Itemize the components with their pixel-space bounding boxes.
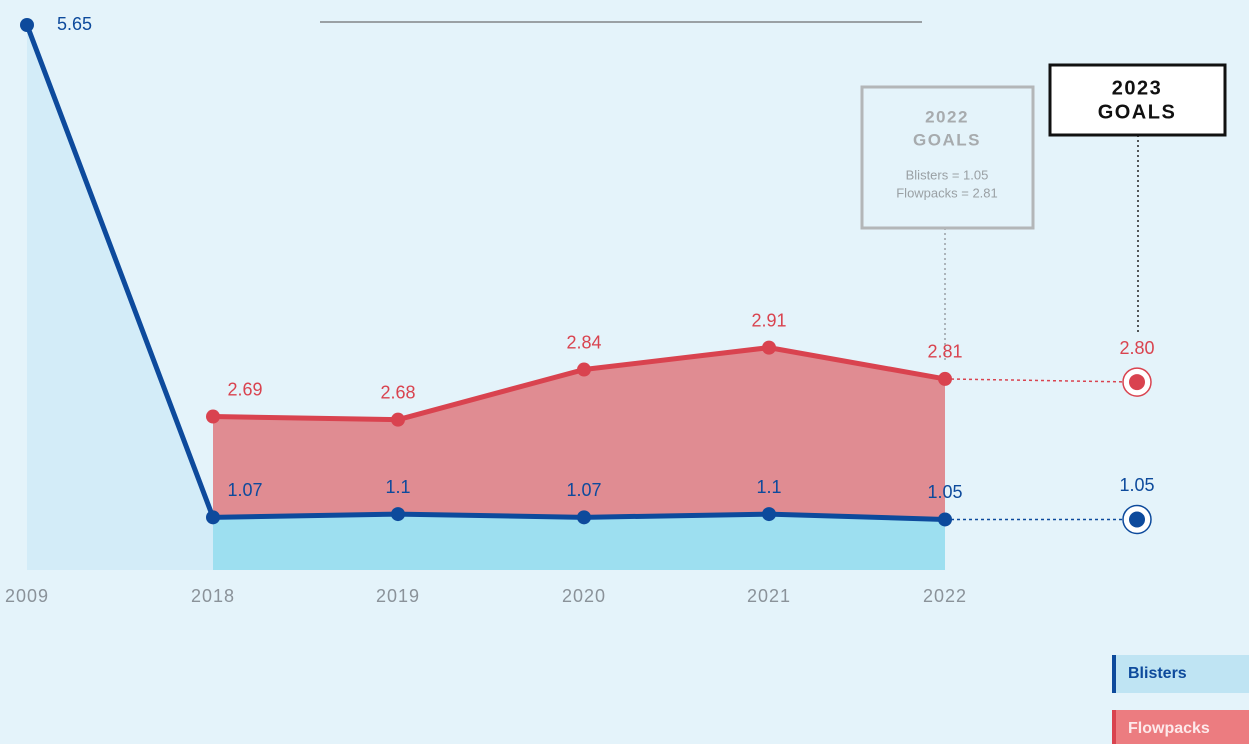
point	[762, 340, 776, 355]
x-tick-label: 2021	[747, 586, 791, 606]
data-label: 2.84	[566, 332, 601, 352]
goal-box-2022	[860, 85, 1035, 230]
data-label: 2.80	[1119, 338, 1154, 358]
legend-bar	[1112, 655, 1116, 693]
point	[206, 510, 220, 525]
point	[206, 409, 220, 424]
line-0	[24, 24, 946, 522]
legend-label: Blisters	[1128, 665, 1187, 682]
data-label: 1.05	[927, 482, 962, 502]
point	[938, 371, 952, 386]
goal-box-2023	[1048, 63, 1227, 137]
data-label: 1.07	[227, 480, 262, 500]
legend-bg	[1112, 710, 1249, 744]
legend-label: Flowpacks	[1128, 720, 1210, 737]
goal-line: Blisters = 1.05	[906, 167, 989, 182]
area-early	[27, 25, 213, 570]
point	[391, 412, 405, 427]
area-blisters	[213, 514, 945, 570]
data-label: 1.07	[566, 480, 601, 500]
data-label: 1.1	[756, 477, 781, 497]
data-label: 2.68	[380, 382, 415, 402]
data-label: 2.69	[227, 379, 262, 399]
data-label: 1.05	[1119, 475, 1154, 495]
data-label: 1.1	[385, 477, 410, 497]
goal-subtitle: GOALS	[913, 130, 981, 149]
legend-bar	[1112, 710, 1116, 744]
goal-subtitle: GOALS	[1098, 101, 1177, 123]
point	[938, 512, 952, 527]
goal-line: Flowpacks = 2.81	[896, 185, 998, 200]
point	[577, 362, 591, 377]
point	[391, 507, 405, 522]
data-label: 2.81	[927, 342, 962, 362]
x-tick-label: 2022	[923, 586, 967, 606]
point	[577, 510, 591, 525]
point	[1129, 374, 1145, 391]
data-label: 2.91	[751, 310, 786, 330]
area-flowpacks	[213, 347, 945, 520]
goal-title: 2022	[925, 107, 969, 126]
x-tick-label: 2020	[562, 586, 606, 606]
data-label: 5.65	[57, 14, 92, 34]
point	[762, 507, 776, 522]
x-tick-label: 2018	[191, 586, 235, 606]
x-tick-label: 2009	[5, 586, 49, 606]
x-tick-label: 2019	[376, 586, 420, 606]
goal-line-1	[944, 378, 1138, 383]
point	[1129, 511, 1145, 528]
goal-title: 2023	[1112, 77, 1163, 99]
point	[20, 18, 34, 32]
legend-bg	[1112, 655, 1249, 693]
